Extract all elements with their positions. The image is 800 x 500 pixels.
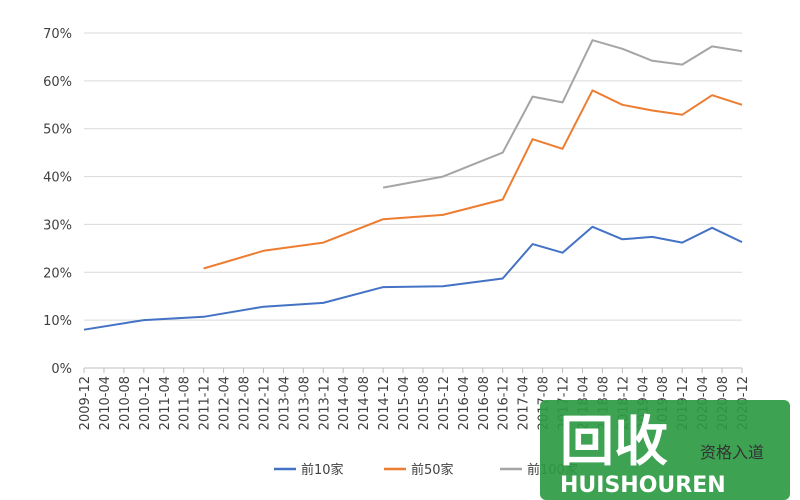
y-tick-label: 60% bbox=[43, 75, 72, 90]
x-tick-label: 2010-04 bbox=[98, 376, 113, 430]
x-tick-label: 2013-12 bbox=[317, 376, 332, 430]
x-tick-label: 2014-12 bbox=[377, 376, 392, 430]
y-tick-label: 70% bbox=[43, 27, 72, 42]
watermark-logo: 回收 HUISHOUREN 资格入道 bbox=[540, 400, 790, 500]
y-tick-label: 30% bbox=[43, 218, 72, 233]
y-tick-label: 20% bbox=[43, 266, 72, 281]
x-tick-label: 2012-08 bbox=[238, 376, 253, 430]
legend-label: 前10家 bbox=[301, 462, 344, 478]
x-tick-label: 2011-08 bbox=[178, 376, 193, 430]
x-tick-label: 2015-12 bbox=[437, 376, 452, 430]
series-line bbox=[382, 39, 743, 189]
y-tick-label: 10% bbox=[43, 314, 72, 329]
series-line bbox=[203, 89, 743, 270]
watermark-logo-text: 回收 bbox=[560, 410, 668, 473]
x-tick-label: 2013-04 bbox=[277, 376, 292, 430]
series-lines bbox=[83, 39, 743, 331]
x-tick-label: 2009-12 bbox=[78, 376, 93, 430]
x-tick-label: 2012-04 bbox=[218, 376, 233, 430]
series-line bbox=[83, 225, 743, 331]
x-tick-label: 2016-08 bbox=[477, 376, 492, 430]
x-tick-label: 2014-04 bbox=[337, 376, 352, 430]
x-tick-label: 2013-08 bbox=[297, 376, 312, 430]
y-tick-label: 50% bbox=[43, 123, 72, 138]
x-tick-label: 2010-08 bbox=[118, 376, 133, 430]
watermark-badge-text: 资格入道 bbox=[700, 443, 764, 462]
x-tick-label: 2014-08 bbox=[357, 376, 372, 430]
x-tick-label: 2010-12 bbox=[138, 376, 153, 430]
x-tick-label: 2015-04 bbox=[397, 376, 412, 430]
x-tick-label: 2016-04 bbox=[457, 376, 472, 430]
legend-label: 前50家 bbox=[411, 462, 454, 478]
y-tick-label: 0% bbox=[51, 362, 72, 377]
x-tick-label: 2011-12 bbox=[198, 376, 213, 430]
watermark-brand-text: HUISHOUREN bbox=[560, 473, 726, 498]
x-tick-label: 2017-04 bbox=[517, 376, 532, 430]
x-tick-label: 2011-04 bbox=[158, 376, 173, 430]
x-tick-label: 2012-12 bbox=[257, 376, 272, 430]
x-tick-label: 2015-08 bbox=[417, 376, 432, 430]
legend: 前10家前50家前100家 bbox=[274, 462, 578, 478]
gridlines bbox=[83, 32, 743, 373]
x-tick-label: 2016-12 bbox=[497, 376, 512, 430]
y-axis-tick-labels: 0% 10% 20% 30% 40% 50% 60% 70% bbox=[43, 27, 72, 377]
y-tick-label: 40% bbox=[43, 171, 72, 186]
